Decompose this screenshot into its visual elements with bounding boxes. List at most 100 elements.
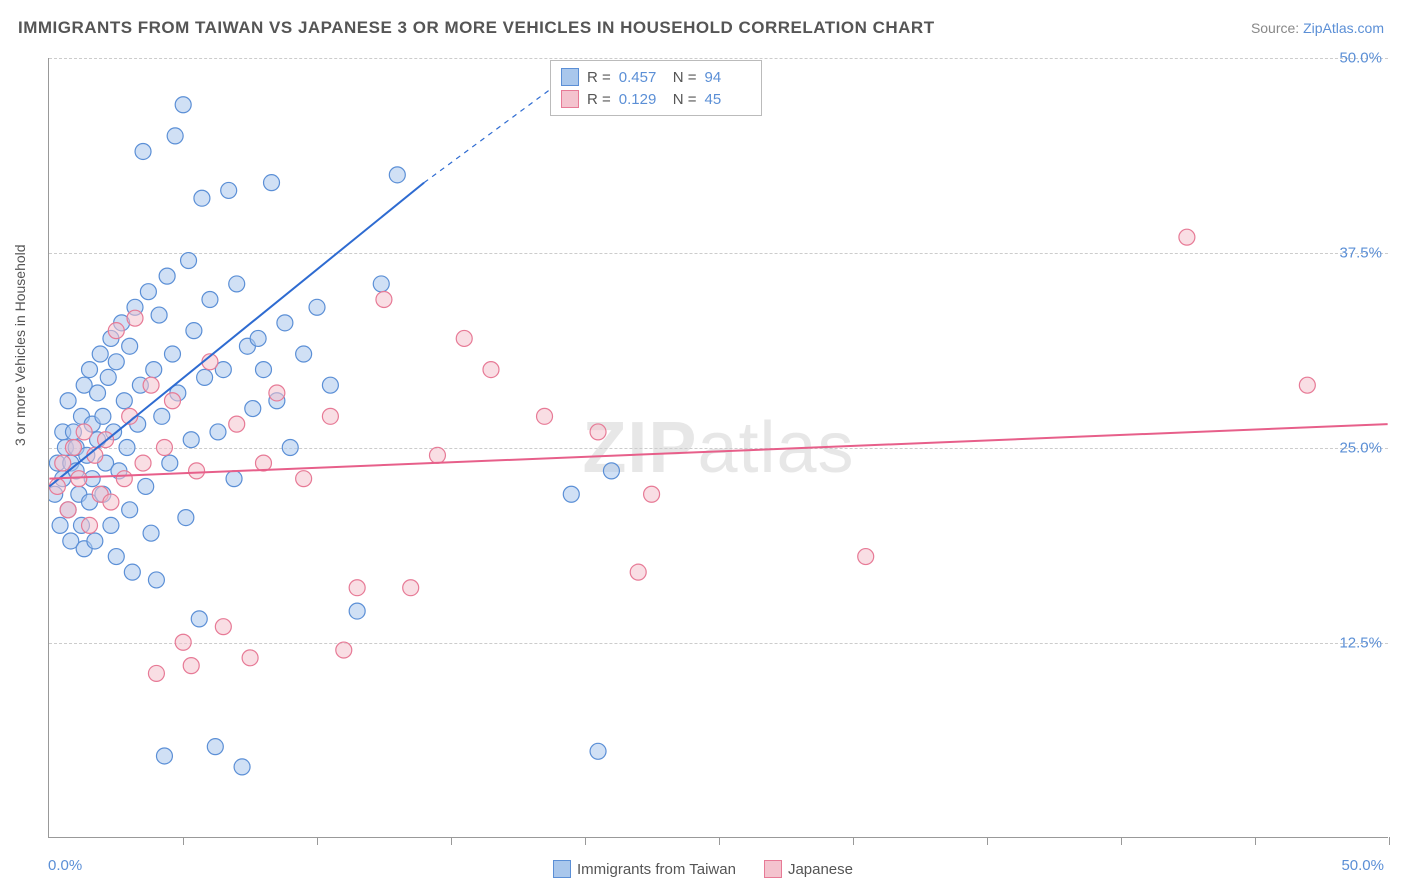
scatter-point [65, 440, 81, 456]
scatter-point [178, 510, 194, 526]
x-tick [1255, 837, 1256, 845]
scatter-point [183, 432, 199, 448]
scatter-point [197, 369, 213, 385]
scatter-point [55, 455, 71, 471]
scatter-point [215, 619, 231, 635]
scatter-point [82, 517, 98, 533]
scatter-point [92, 346, 108, 362]
scatter-point [483, 362, 499, 378]
scatter-point [563, 486, 579, 502]
scatter-point [151, 307, 167, 323]
scatter-point [146, 362, 162, 378]
scatter-point [189, 463, 205, 479]
scatter-point [164, 393, 180, 409]
x-tick [719, 837, 720, 845]
scatter-point [373, 276, 389, 292]
scatter-point [349, 603, 365, 619]
scatter-point [108, 354, 124, 370]
scatter-point [322, 377, 338, 393]
scatter-point [124, 564, 140, 580]
scatter-point [250, 330, 266, 346]
x-axis-max-label: 50.0% [1341, 857, 1384, 874]
scatter-point [590, 743, 606, 759]
scatter-point [159, 268, 175, 284]
scatter-point [167, 128, 183, 144]
scatter-point [207, 739, 223, 755]
scatter-point [127, 310, 143, 326]
scatter-point [60, 502, 76, 518]
scatter-point [264, 175, 280, 191]
source-link[interactable]: ZipAtlas.com [1303, 20, 1384, 36]
scatter-point [164, 346, 180, 362]
stat-n-label: N = [673, 91, 697, 108]
legend-item: Immigrants from Taiwan [553, 860, 736, 878]
correlation-stats-box: R = 0.457 N = 94 R = 0.129 N = 45 [550, 60, 762, 116]
scatter-point [282, 440, 298, 456]
x-tick [1389, 837, 1390, 845]
scatter-point [229, 416, 245, 432]
scatter-point [148, 572, 164, 588]
scatter-point [143, 377, 159, 393]
stats-row: R = 0.457 N = 94 [561, 66, 751, 88]
scatter-point [108, 549, 124, 565]
scatter-point [1179, 229, 1195, 245]
scatter-point [644, 486, 660, 502]
scatter-point [148, 665, 164, 681]
scatter-point [229, 276, 245, 292]
scatter-point [403, 580, 419, 596]
x-tick [585, 837, 586, 845]
scatter-point [590, 424, 606, 440]
scatter-point [76, 424, 92, 440]
stat-n-value: 94 [705, 69, 751, 86]
scatter-point [108, 323, 124, 339]
scatter-point [309, 299, 325, 315]
scatter-point [116, 471, 132, 487]
scatter-point [175, 97, 191, 113]
scatter-point [234, 759, 250, 775]
scatter-point [429, 447, 445, 463]
scatter-point [52, 517, 68, 533]
scatter-point [181, 253, 197, 269]
scatter-point [210, 424, 226, 440]
scatter-point [221, 182, 237, 198]
scatter-point [242, 650, 258, 666]
scatter-point [456, 330, 472, 346]
stat-r-value: 0.457 [619, 69, 665, 86]
scatter-point [349, 580, 365, 596]
source-attribution: Source: ZipAtlas.com [1251, 20, 1384, 36]
legend-label: Immigrants from Taiwan [577, 861, 736, 878]
scatter-point [296, 471, 312, 487]
stat-n-label: N = [673, 69, 697, 86]
scatter-point [322, 408, 338, 424]
scatter-point [858, 549, 874, 565]
scatter-point [202, 292, 218, 308]
chart-canvas [49, 58, 1388, 837]
scatter-point [277, 315, 293, 331]
scatter-point [138, 478, 154, 494]
scatter-point [122, 338, 138, 354]
scatter-point [537, 408, 553, 424]
scatter-point [376, 292, 392, 308]
scatter-point [162, 455, 178, 471]
x-tick [183, 837, 184, 845]
scatter-point [135, 455, 151, 471]
x-axis-min-label: 0.0% [48, 857, 82, 874]
scatter-point [603, 463, 619, 479]
scatter-point [269, 385, 285, 401]
trend-line [49, 424, 1387, 479]
scatter-point [1299, 377, 1315, 393]
x-tick [987, 837, 988, 845]
scatter-point [389, 167, 405, 183]
scatter-point [143, 525, 159, 541]
legend-bottom: Immigrants from TaiwanJapanese [553, 860, 853, 878]
scatter-point [103, 494, 119, 510]
scatter-point [90, 385, 106, 401]
chart-title: IMMIGRANTS FROM TAIWAN VS JAPANESE 3 OR … [18, 18, 935, 38]
scatter-point [119, 440, 135, 456]
x-tick [1121, 837, 1122, 845]
scatter-point [156, 748, 172, 764]
stats-row: R = 0.129 N = 45 [561, 88, 751, 110]
scatter-point [122, 502, 138, 518]
scatter-point [194, 190, 210, 206]
scatter-point [183, 658, 199, 674]
